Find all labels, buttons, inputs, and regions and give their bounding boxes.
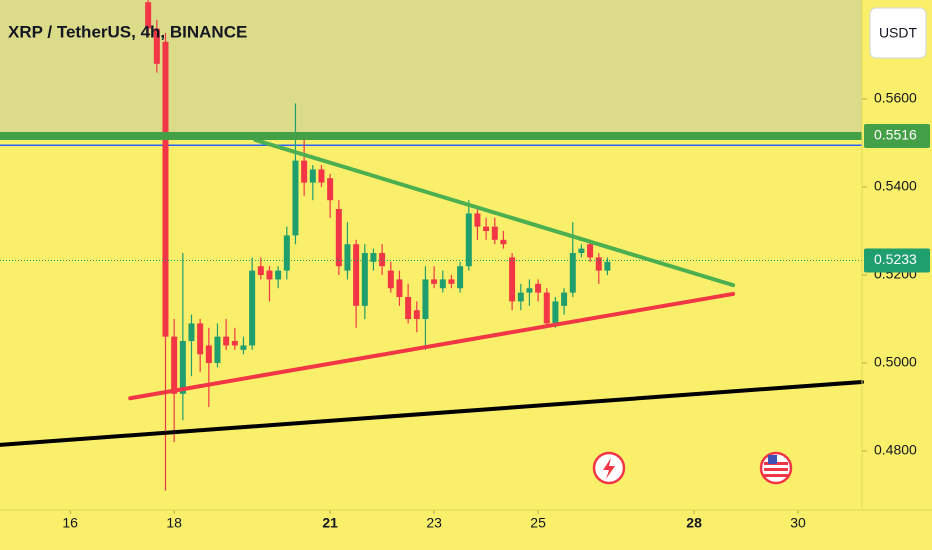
- price-badge: [864, 248, 930, 273]
- y-tick-label: 0.5400: [874, 178, 917, 194]
- candle-body: [448, 279, 455, 284]
- candle-body: [413, 310, 420, 320]
- candle-body: [231, 341, 238, 346]
- trendline: [253, 137, 736, 288]
- candle-body: [561, 292, 568, 306]
- currency-label[interactable]: USDT: [879, 25, 918, 41]
- currency-button[interactable]: [869, 7, 927, 59]
- candle-body: [483, 226, 490, 232]
- candle-body: [327, 178, 334, 201]
- candle-body: [543, 292, 550, 324]
- y-tick-label: 0.5600: [874, 90, 917, 106]
- candle-body: [240, 345, 247, 350]
- x-tick-label: 18: [166, 515, 182, 531]
- candle-body: [500, 239, 507, 245]
- candle-body: [353, 244, 360, 306]
- candle-body: [214, 336, 221, 364]
- candle-body: [578, 248, 585, 254]
- candle-body: [509, 257, 516, 302]
- candle-body: [370, 253, 377, 262]
- candle-body: [517, 292, 524, 302]
- x-tick-label: 16: [62, 515, 78, 531]
- trendline: [0, 379, 864, 447]
- candle-body: [188, 323, 195, 342]
- candle-body: [379, 253, 386, 267]
- candle-body: [197, 323, 204, 355]
- candle-body: [587, 244, 594, 258]
- candle-body: [309, 169, 316, 183]
- candle-body: [275, 270, 282, 280]
- candle-body: [162, 41, 169, 337]
- event-icon[interactable]: [759, 451, 793, 485]
- price-badge-label: 0.5233: [874, 251, 917, 267]
- x-tick-label: 30: [790, 515, 806, 531]
- candle-body: [344, 244, 351, 271]
- x-tick-label: 25: [530, 515, 546, 531]
- candle-body: [491, 226, 498, 240]
- plot-area: [0, 0, 864, 491]
- candle-body: [431, 279, 438, 284]
- candle-body: [257, 266, 264, 276]
- trendline: [128, 291, 736, 401]
- candle-body: [249, 270, 256, 346]
- candle-body: [283, 235, 290, 271]
- x-tick-label: 28: [686, 515, 702, 531]
- candle-body: [301, 160, 308, 183]
- x-tick-label: 23: [426, 515, 442, 531]
- candle-body: [335, 209, 342, 267]
- candle-body: [318, 169, 325, 183]
- candle-body: [396, 279, 403, 298]
- chart-title: XRP / TetherUS, 4h, BINANCE: [8, 22, 247, 41]
- candle-body: [422, 279, 429, 320]
- candle-body: [405, 297, 412, 320]
- candle-body: [387, 270, 394, 289]
- resistance-zone: [0, 0, 862, 136]
- candle-body: [457, 266, 464, 289]
- candle-body: [526, 288, 533, 293]
- candle-body: [223, 336, 230, 346]
- candle-body: [465, 213, 472, 267]
- candle-body: [292, 160, 299, 236]
- candle-body: [171, 336, 178, 394]
- candle-body: [552, 301, 559, 324]
- candle-body: [535, 283, 542, 293]
- candle-body: [153, 28, 160, 64]
- candle-body: [439, 279, 446, 289]
- candle-body: [145, 2, 152, 29]
- price-badge-label: 0.5516: [874, 127, 917, 143]
- candle-body: [361, 253, 368, 306]
- y-tick-label: 0.5000: [874, 354, 917, 370]
- price-badge: [864, 123, 930, 148]
- candle-body: [179, 341, 186, 394]
- y-tick-label: 0.4800: [874, 442, 917, 458]
- candle-body: [569, 253, 576, 293]
- candle-body: [474, 213, 481, 227]
- event-icon[interactable]: [592, 451, 626, 485]
- x-tick-label: 21: [322, 515, 338, 531]
- candle-body: [205, 345, 212, 364]
- candle-body: [266, 270, 273, 280]
- candle-body: [595, 257, 602, 271]
- candle-body: [604, 261, 611, 271]
